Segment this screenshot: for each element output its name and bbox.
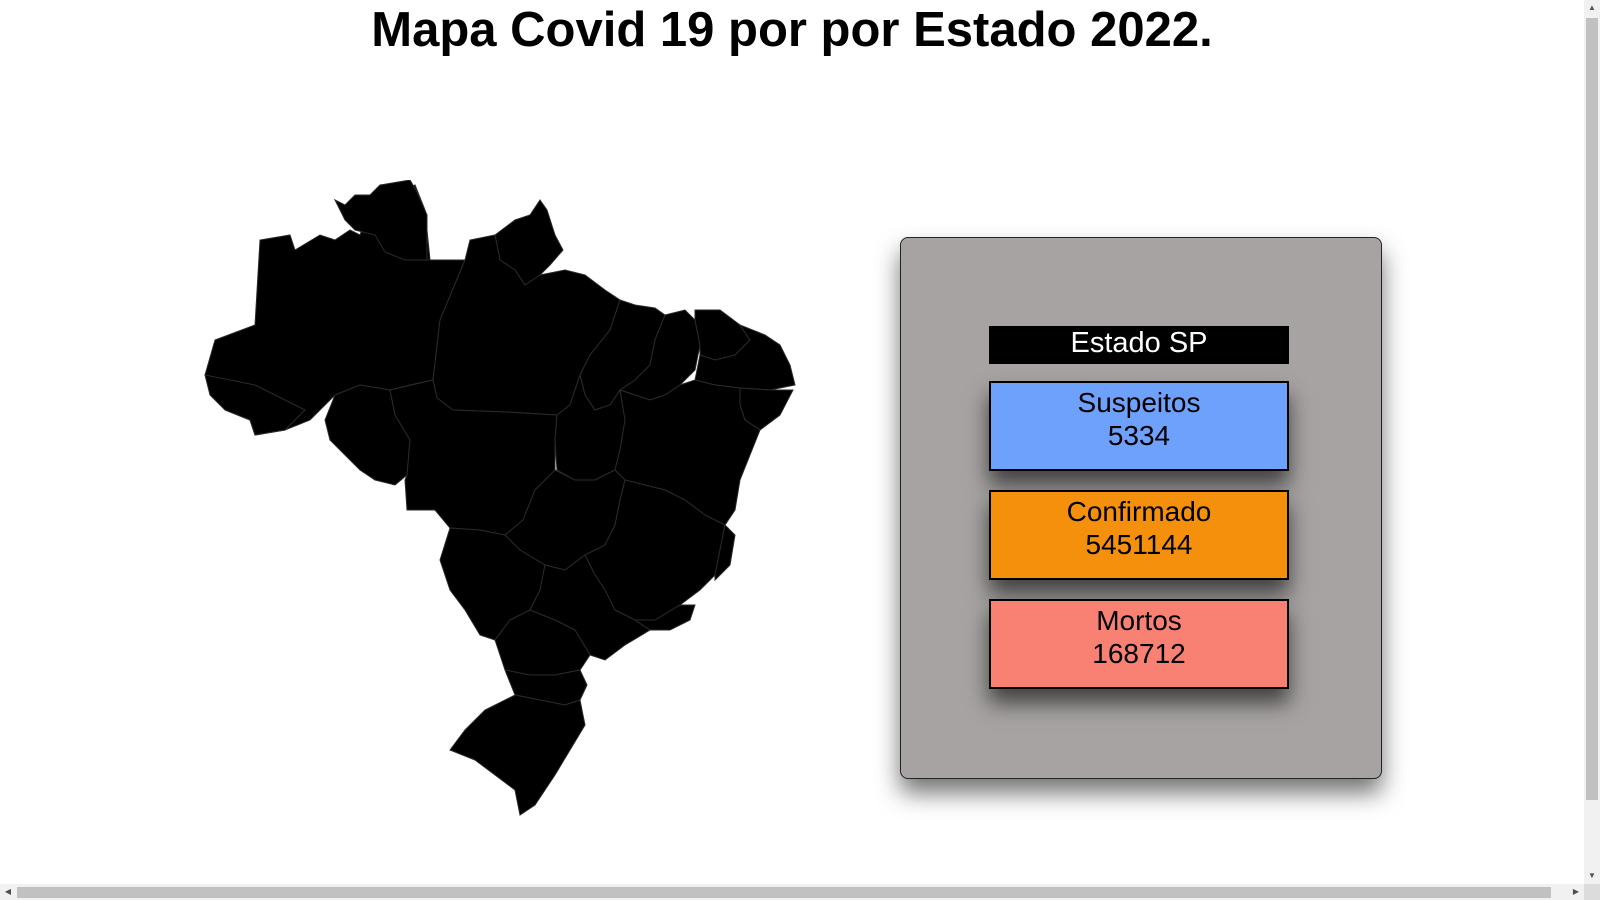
scrollbar-corner (1584, 884, 1600, 900)
mortos-label: Mortos (1096, 605, 1182, 636)
map-state-ac[interactable] (204, 374, 306, 436)
scroll-up-icon[interactable]: ▲ (1588, 3, 1596, 12)
horizontal-scrollbar[interactable]: ◀ ▶ (0, 884, 1584, 900)
suspeitos-value: 5334 (1107, 420, 1171, 451)
brazil-map-icon (204, 180, 796, 816)
confirmado-label: Confirmado (1066, 496, 1212, 527)
brazil-map[interactable] (195, 180, 805, 825)
map-state-rs[interactable] (449, 694, 586, 816)
mortos-card: Mortos 168712 (989, 599, 1289, 689)
horizontal-scroll-thumb[interactable] (17, 887, 1551, 898)
map-state-rj[interactable] (633, 604, 696, 631)
scroll-down-icon[interactable]: ▼ (1588, 871, 1596, 880)
scroll-right-icon[interactable]: ▶ (1572, 887, 1580, 896)
state-info-panel: Estado SP Suspeitos 5334 Confirmado 5451… (900, 237, 1382, 779)
suspeitos-label: Suspeitos (1077, 387, 1201, 418)
confirmado-card: Confirmado 5451144 (989, 490, 1289, 580)
vertical-scroll-thumb[interactable] (1586, 18, 1598, 800)
state-label: Estado SP (989, 326, 1289, 364)
vertical-scrollbar[interactable]: ▲ ▼ (1584, 0, 1600, 884)
suspeitos-card: Suspeitos 5334 (989, 381, 1289, 471)
page-title: Mapa Covid 19 por por Estado 2022. (371, 3, 1213, 57)
confirmado-value: 5451144 (1085, 529, 1193, 560)
mortos-value: 168712 (1092, 638, 1186, 669)
scroll-left-icon[interactable]: ◀ (4, 887, 12, 896)
map-state-es[interactable] (714, 523, 736, 582)
map-state-rr[interactable] (333, 180, 428, 261)
